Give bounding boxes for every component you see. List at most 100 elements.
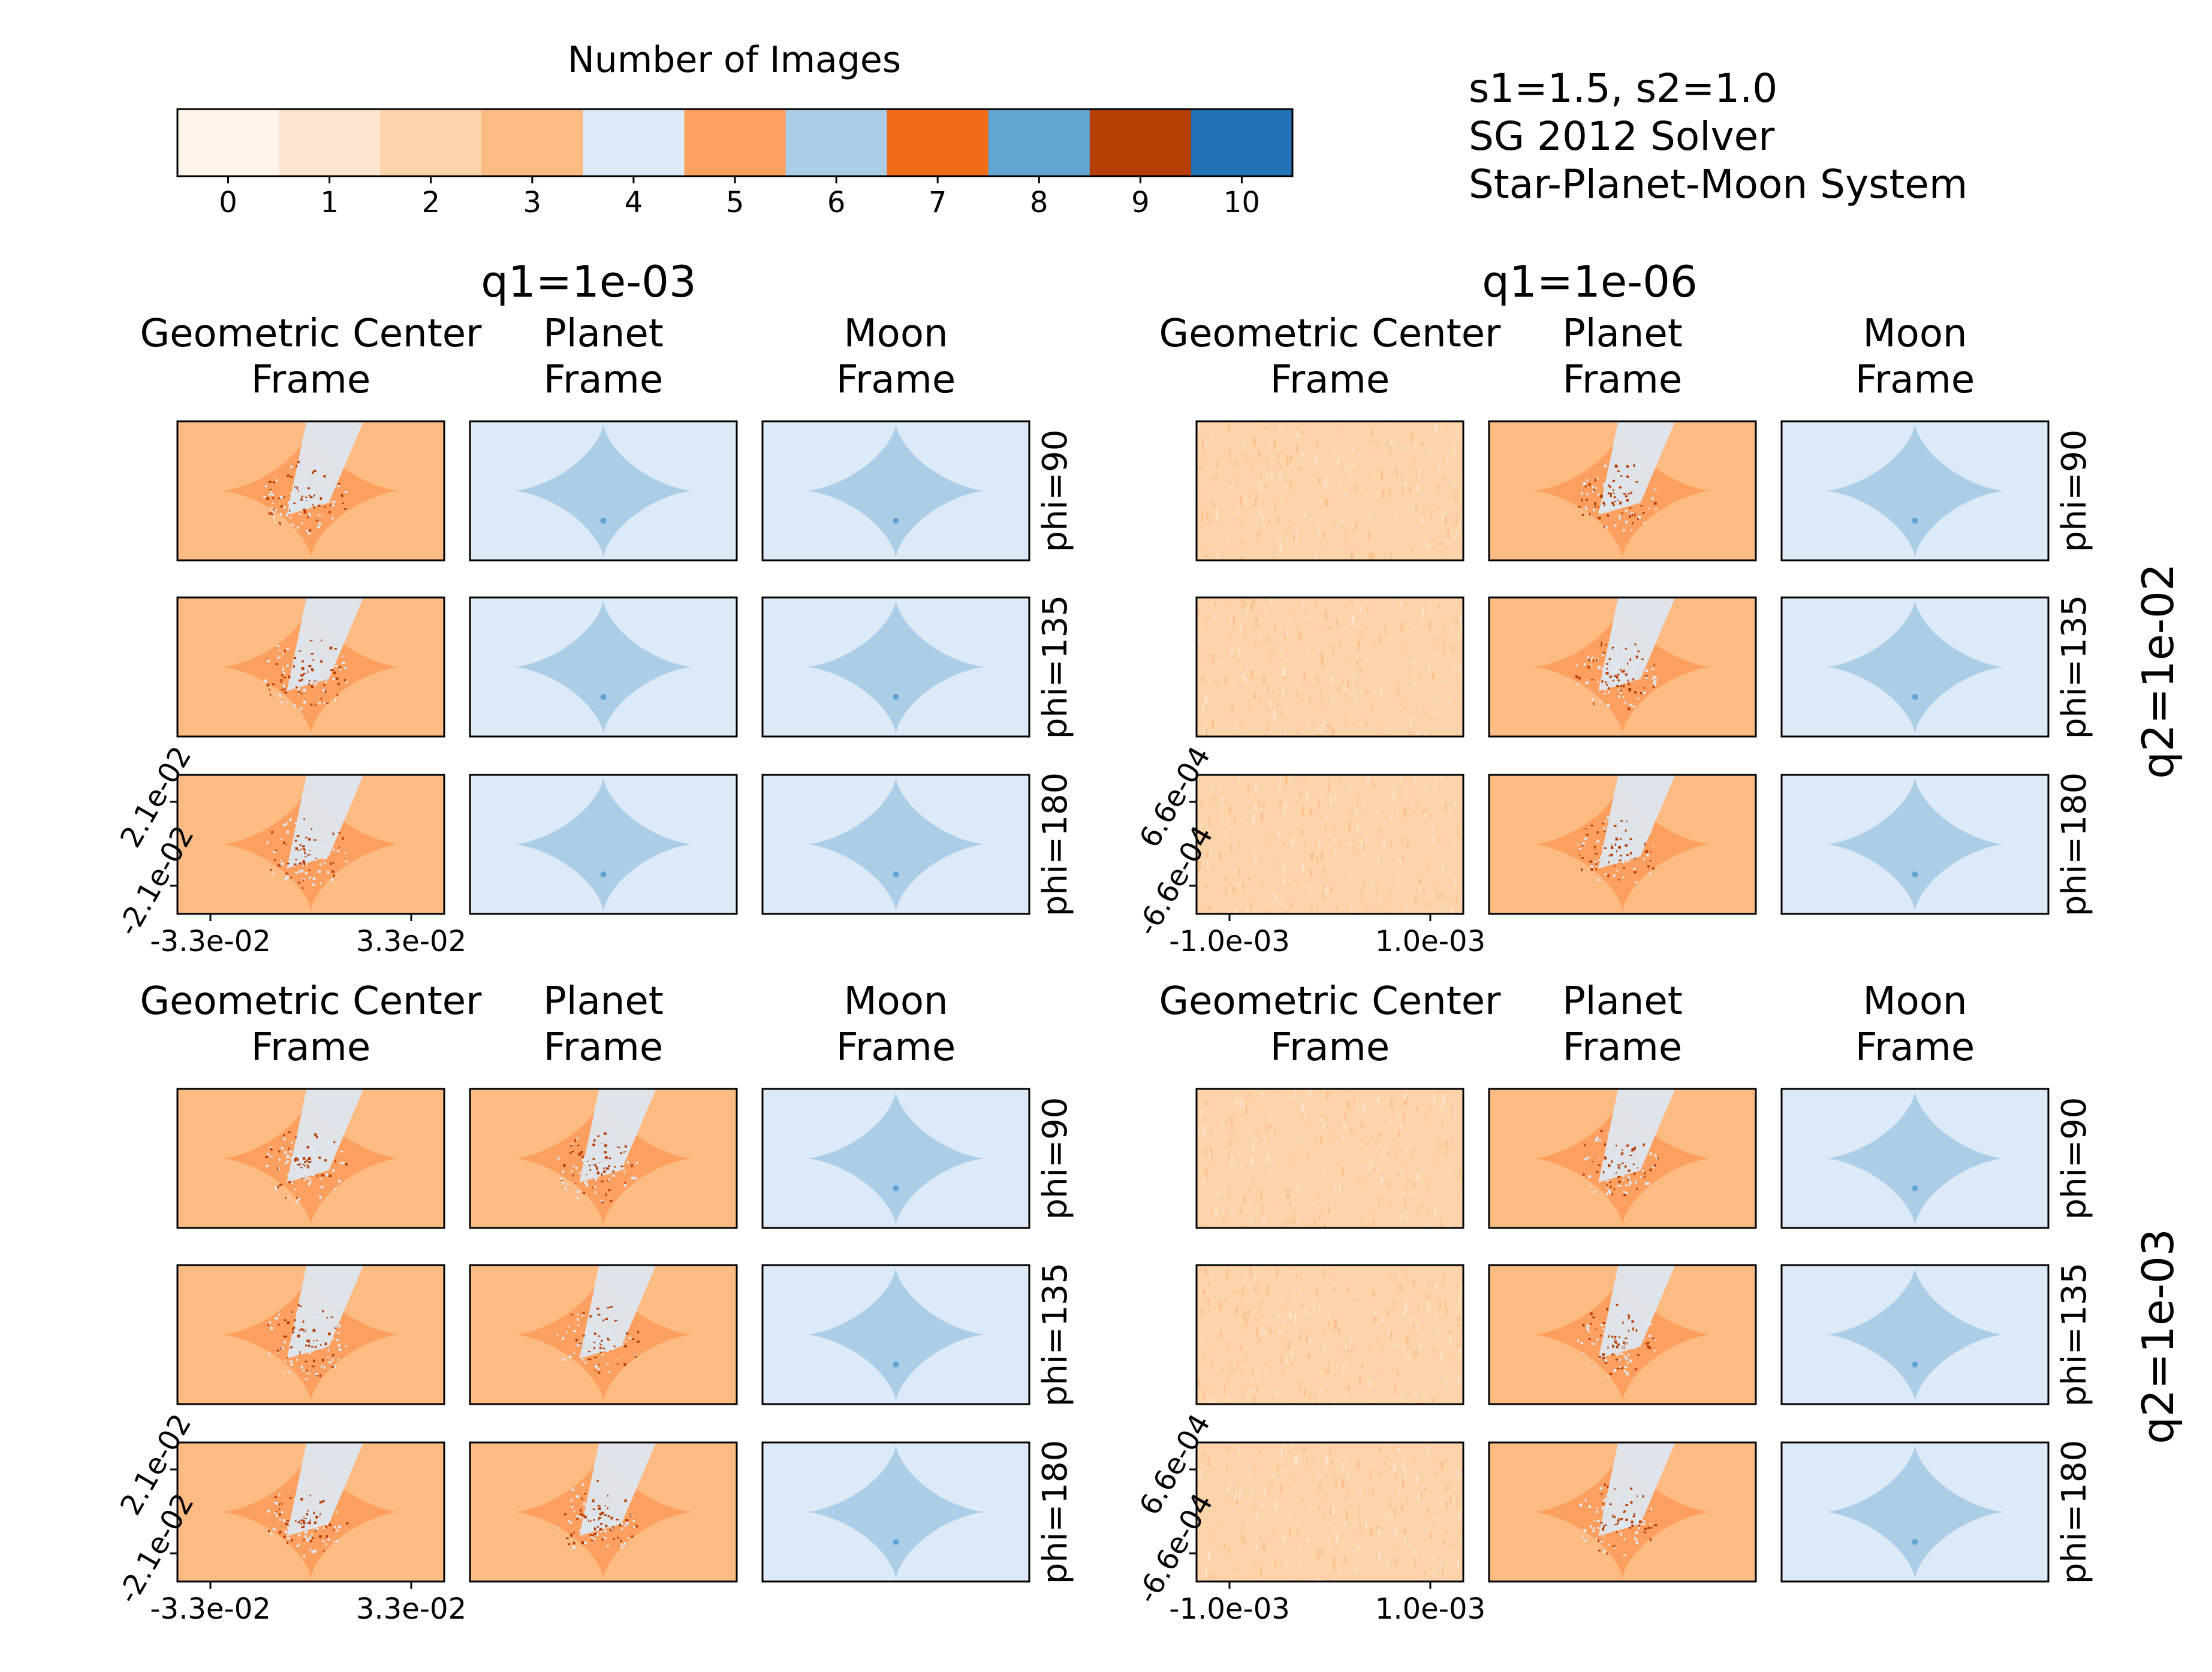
noise-pixel [1256, 1577, 1258, 1582]
noise-pixel [1225, 1211, 1226, 1220]
noise-pixel [1244, 1570, 1246, 1571]
image-count-pixel [1631, 665, 1634, 668]
noise-pixel [1380, 1317, 1383, 1323]
image-count-pixel [1586, 828, 1587, 830]
image-count-pixel [1605, 501, 1608, 504]
noise-pixel [1434, 780, 1436, 790]
noise-pixel [1334, 795, 1336, 803]
image-count-pixel [336, 1529, 339, 1532]
image-count-pixel [1619, 674, 1621, 678]
noise-pixel [1427, 834, 1429, 837]
noise-pixel [1286, 454, 1288, 462]
image-count-pixel [333, 1528, 334, 1531]
image-count-pixel [1614, 1143, 1617, 1145]
image-count-pixel [279, 1184, 282, 1186]
image-count-pixel [1602, 502, 1605, 505]
image-count-pixel [601, 1166, 604, 1169]
noise-pixel [1233, 1132, 1235, 1139]
image-count-pixel [1649, 831, 1653, 833]
noise-pixel [1235, 868, 1237, 877]
image-count-pixel [1613, 875, 1615, 877]
image-count-pixel [1596, 841, 1599, 843]
noise-pixel [1226, 1465, 1228, 1469]
panel-frame [1488, 1441, 1757, 1583]
image-count-pixel [1630, 1501, 1633, 1504]
noise-pixel [1287, 1486, 1289, 1487]
noise-pixel [1443, 705, 1444, 708]
image-count-pixel [1643, 490, 1646, 493]
image-count-pixel [1608, 1164, 1611, 1167]
image-count-pixel [1649, 1152, 1652, 1155]
colorbar-cell [785, 109, 888, 176]
noise-pixel [1421, 620, 1423, 629]
image-count-pixel [1657, 1157, 1659, 1160]
noise-pixel [1285, 1303, 1286, 1308]
noise-pixel [1227, 683, 1228, 686]
panel-background [1197, 775, 1463, 914]
noise-pixel [1242, 660, 1244, 663]
image-count-pixel [596, 1341, 599, 1344]
noise-pixel [1277, 831, 1280, 837]
noise-pixel [1290, 903, 1292, 909]
image-count-pixel [284, 1530, 288, 1534]
image-count-pixel [1586, 1363, 1587, 1365]
image-count-pixel [291, 1181, 293, 1184]
image-count-pixel [285, 665, 289, 667]
noise-pixel [1280, 648, 1283, 653]
image-count-pixel [306, 1538, 309, 1541]
noise-pixel [1378, 896, 1380, 904]
noise-pixel [1328, 626, 1331, 629]
noise-pixel [1297, 455, 1300, 462]
image-count-pixel [578, 1152, 581, 1156]
image-count-pixel [1656, 1156, 1658, 1160]
image-count-pixel [310, 704, 313, 706]
image-count-pixel [311, 497, 313, 500]
image-count-pixel [306, 1371, 308, 1374]
noise-pixel [1449, 1330, 1451, 1335]
noise-pixel [1284, 703, 1286, 709]
image-count-pixel [325, 1525, 327, 1529]
image-count-pixel [322, 857, 326, 859]
noise-pixel [1387, 1560, 1388, 1569]
image-count-pixel [299, 1330, 303, 1333]
image-count-pixel [297, 819, 300, 822]
image-count-pixel [1614, 464, 1618, 468]
noise-pixel [1413, 1350, 1416, 1358]
noise-pixel [1276, 517, 1279, 524]
image-count-pixel [1581, 491, 1583, 495]
image-count-pixel [1608, 1192, 1611, 1194]
frame-header: Moon [843, 312, 948, 356]
image-count-pixel [1619, 502, 1622, 505]
image-count-pixel [305, 1344, 308, 1348]
image-count-pixel [319, 1513, 322, 1515]
image-count-pixel [624, 1181, 626, 1184]
noise-pixel [1277, 1313, 1280, 1316]
image-count-pixel [271, 831, 273, 834]
noise-pixel [1402, 487, 1403, 495]
noise-pixel [1435, 425, 1438, 434]
noise-pixel [1402, 700, 1403, 704]
image-count-pixel [343, 679, 346, 681]
image-count-pixel [599, 1531, 602, 1533]
noise-pixel [1211, 1390, 1213, 1393]
noise-pixel [1217, 519, 1219, 525]
caustic-region [806, 424, 986, 558]
image-count-pixel [306, 846, 308, 849]
image-count-pixel [290, 517, 291, 519]
noise-pixel [1223, 1384, 1226, 1394]
noise-pixel [1226, 819, 1228, 826]
image-count-pixel [581, 1155, 584, 1158]
image-count-pixel [1610, 1487, 1611, 1490]
noise-pixel [1203, 1288, 1206, 1294]
image-count-pixel [267, 1154, 270, 1155]
image-count-pixel [302, 1164, 305, 1166]
noise-pixel [1283, 1317, 1285, 1324]
image-count-pixel [1601, 668, 1604, 671]
image-count-pixel [277, 1167, 279, 1170]
image-count-pixel [321, 1365, 323, 1368]
noise-pixel [1355, 1284, 1357, 1294]
image-count-pixel [323, 1527, 326, 1529]
image-count-pixel [575, 1183, 577, 1185]
noise-pixel [1336, 1534, 1339, 1543]
noise-pixel [1199, 466, 1201, 470]
